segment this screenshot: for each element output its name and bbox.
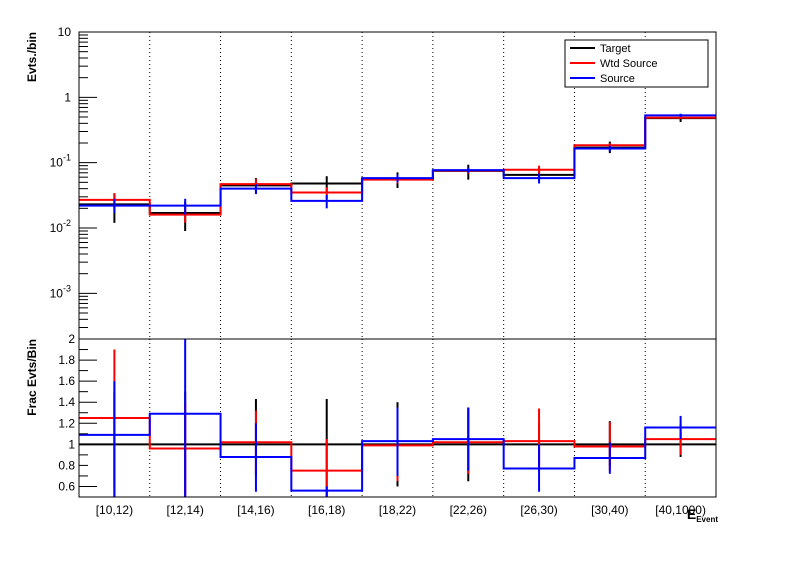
legend: Target Wtd Source Source	[564, 39, 709, 88]
bottom-y-tick-label: 1.2	[58, 416, 75, 430]
x-category-label: [22,26)	[450, 503, 487, 517]
bottom-y-axis: 0.6 0.8 1 1.2 1.4 1.6 1.8 2	[58, 332, 97, 498]
bottom-y-axis-title: Frac Evts/Bin	[25, 339, 39, 416]
x-category-label: [18,22)	[379, 503, 416, 517]
top-y-tick-label: 1	[64, 90, 71, 104]
bottom-panel: 0.6 0.8 1 1.2 1.4 1.6 1.8 2 [10,12) [12,14) [14,1…	[25, 332, 718, 524]
top-step-line-wtd-source	[79, 116, 716, 216]
legend-label: Target	[600, 43, 631, 55]
bottom-y-tick-label: 1.8	[58, 353, 75, 367]
x-category-label: [14,16)	[237, 503, 274, 517]
bottom-y-tick-label: 0.6	[58, 479, 75, 493]
top-panel: 10 1 10-1 10-2 10-3 Evts./bin Target Wtd Sour…	[25, 25, 717, 340]
top-y-axis: 10 1 10-1 10-2 10-3	[50, 25, 97, 340]
legend-label: Source	[600, 73, 635, 85]
top-step-line-source	[79, 114, 716, 207]
top-series-wtd-source	[79, 116, 716, 223]
top-y-tick-label: 10-3	[50, 283, 71, 300]
x-category-label: [40,1000)	[655, 503, 706, 517]
bottom-series-source	[79, 339, 716, 497]
bottom-y-tick-label: 1.4	[58, 395, 75, 409]
x-category-label: [10,12)	[96, 503, 133, 517]
top-y-tick-label: 10-1	[50, 153, 71, 170]
bottom-y-tick-label: 1	[68, 437, 75, 451]
bottom-y-tick-label: 2	[68, 332, 75, 346]
x-category-label: [16,18)	[308, 503, 345, 517]
bottom-series-layer	[79, 339, 716, 497]
top-series-layer	[79, 113, 716, 231]
top-series-target	[79, 114, 716, 231]
top-y-tick-label: 10-2	[50, 218, 71, 235]
bottom-x-axis: [10,12) [12,14) [14,16) [16,18) [18,22) [22,2…	[96, 503, 706, 517]
legend-label: Wtd Source	[600, 58, 657, 70]
x-category-label: [12,14)	[166, 503, 203, 517]
top-y-axis-title: Evts./bin	[25, 32, 39, 82]
bottom-y-tick-label: 0.8	[58, 458, 75, 472]
top-series-source	[79, 113, 716, 215]
top-step-line-target	[79, 117, 716, 214]
x-axis-title: EEvent	[687, 506, 718, 524]
x-category-label: [30,40)	[591, 503, 628, 517]
top-y-tick-label: 10	[58, 25, 72, 39]
bottom-plot-frame	[78, 338, 717, 498]
bottom-y-tick-label: 1.6	[58, 374, 75, 388]
x-category-label: [26,30)	[520, 503, 557, 517]
